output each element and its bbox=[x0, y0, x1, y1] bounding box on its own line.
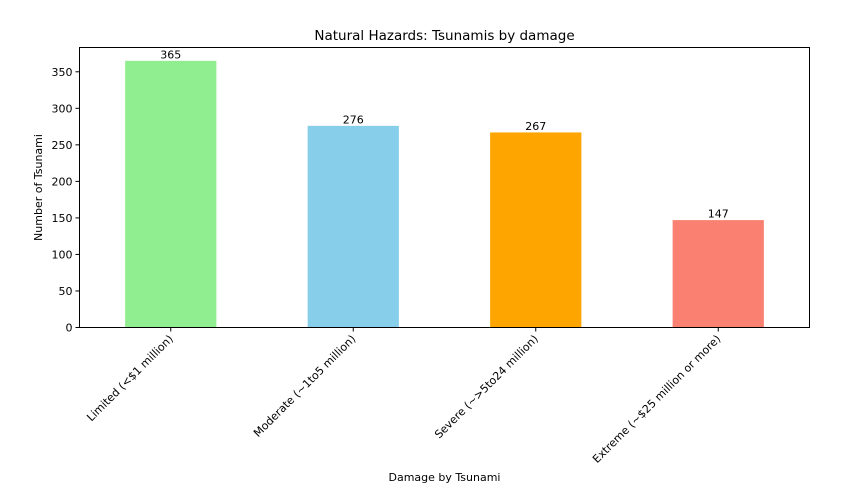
bar-value-label-1: 276 bbox=[343, 113, 364, 126]
y-tick-label-4: 200 bbox=[52, 175, 73, 188]
bar-value-label-0: 365 bbox=[160, 48, 181, 61]
y-tick-label-1: 50 bbox=[59, 285, 73, 298]
bars-layer bbox=[125, 60, 764, 328]
bar-value-label-3: 147 bbox=[708, 208, 729, 221]
bar-0 bbox=[125, 60, 217, 328]
y-axis-label: Number of Tsunami bbox=[32, 134, 45, 241]
value-labels-layer: 365 276 267 147 bbox=[160, 48, 729, 220]
bar-2 bbox=[490, 132, 582, 328]
y-tick-label-0: 0 bbox=[66, 322, 73, 335]
bar-3 bbox=[672, 220, 764, 328]
plot-area-frame bbox=[79, 47, 810, 328]
y-tick-label-3: 150 bbox=[52, 212, 73, 225]
x-axis-label: Damage by Tsunami bbox=[389, 471, 501, 484]
y-tick-label-5: 250 bbox=[52, 139, 73, 152]
bar-1 bbox=[307, 125, 399, 328]
y-tick-label-2: 100 bbox=[52, 248, 73, 261]
bar-value-label-2: 267 bbox=[525, 120, 546, 133]
y-axis: 0 50 100 150 200 250 300 350 bbox=[52, 66, 80, 335]
y-tick-label-7: 350 bbox=[52, 66, 73, 79]
y-tick-label-6: 300 bbox=[52, 102, 73, 115]
chart-title: Natural Hazards: Tsunamis by damage bbox=[314, 28, 574, 44]
